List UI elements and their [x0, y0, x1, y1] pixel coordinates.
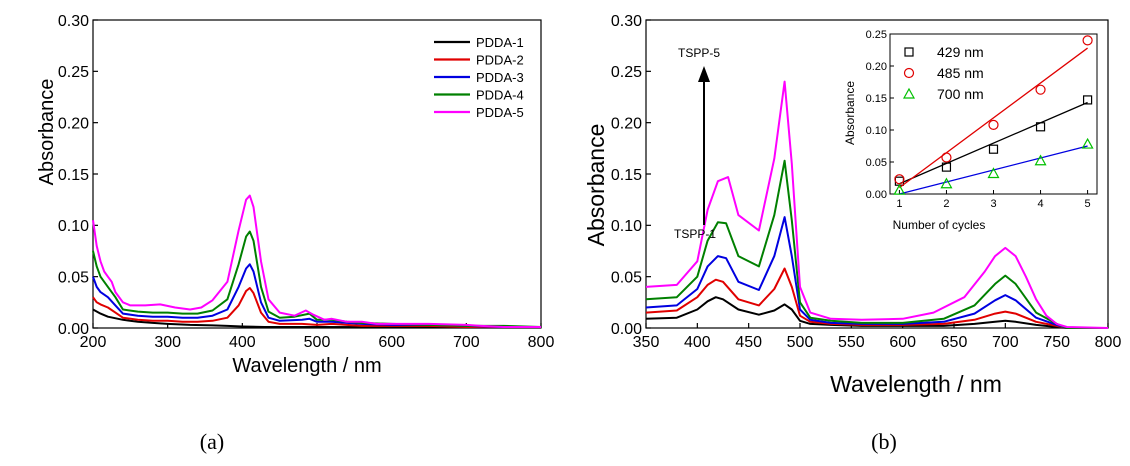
inset-point-485-nm: [941, 152, 952, 163]
inset-ytick-label: 0.05: [866, 157, 887, 169]
panel-a-plot-area: 200 300 400 500 600 700 800 0.00 0.05 0.10 0.15 0.2…: [58, 13, 555, 351]
inset-legend-marker-485-nm: [903, 67, 915, 79]
panel-b-xtick-label: 450: [735, 334, 762, 351]
inset-legend-marker-429-nm: [904, 47, 914, 57]
inset-xtick-label: 5: [1085, 198, 1091, 210]
inset-point-700-nm: [893, 183, 906, 195]
panel-b-xtick-label: 400: [684, 334, 711, 351]
panel-a-xtick-label: 600: [378, 334, 405, 351]
panel-b-xtick-label: 350: [633, 334, 660, 351]
panel-b-ytick-label: 0.00: [611, 321, 642, 338]
annotation-tspp-1: TSPP-1: [674, 227, 716, 241]
inset-point-700-nm: [1034, 154, 1047, 166]
panel-b-xtick-label: 500: [787, 334, 814, 351]
inset-point-700-nm: [987, 167, 1000, 179]
inset-point-485-nm: [894, 174, 905, 185]
annotation-tspp-5: TSPP-5: [678, 46, 720, 60]
panel-b-plot-area: 350 400 450 500 550 600 650 700 750 800 0.00 0.05 0.…: [611, 13, 1122, 351]
panel-a-caption: (a): [200, 429, 224, 454]
inset-ytick-label: 0.00: [866, 189, 887, 201]
panel-a-frame: [92, 19, 542, 329]
inset-xtick-label: 4: [1037, 198, 1043, 210]
panel-b-ytick-label: 0.15: [611, 167, 642, 184]
inset-fit-700-nm: [899, 145, 1088, 195]
panel-a-ytick-label: 0.05: [58, 269, 89, 286]
panel-b-ylabel: Absorbance: [583, 124, 609, 247]
inset-point-429-nm: [1082, 95, 1093, 105]
annotation-arrow: [698, 66, 710, 225]
panel-a-ytick-label: 0.10: [58, 218, 89, 235]
panel-b-ytick-label: 0.10: [611, 218, 642, 235]
inset-ylabel: Absorbance: [843, 81, 857, 145]
inset-legend-label-700-nm: 700 nm: [937, 86, 984, 102]
inset-legend-label-429-nm: 429 nm: [937, 44, 984, 60]
panel-a: 200 300 400 500 600 700 800 0.00 0.05 0.10 0.15 0.2…: [36, 13, 554, 454]
panel-a-xtick-label: 800: [528, 334, 555, 351]
legend-label-pdda-4: PDDA-4: [476, 88, 524, 103]
legend-label-pdda-5: PDDA-5: [476, 105, 524, 120]
panel-a-ytick-label: 0.25: [58, 64, 89, 81]
inset-plot: 1 2 3 4 5 0.00 0.05 0.10 0.15 0.20 0.25 429 nm 485 n…: [866, 29, 1098, 210]
panel-b-xtick-label: 550: [838, 334, 865, 351]
legend-label-pdda-2: PDDA-2: [476, 53, 524, 68]
panel-b-caption: (b): [871, 429, 897, 454]
panel-b-ytick-label: 0.20: [611, 115, 642, 132]
legend-label-pdda-3: PDDA-3: [476, 70, 524, 85]
panel-b-xtick-label: 600: [889, 334, 916, 351]
panel-a-series-1-line: [92, 308, 541, 329]
panel-a-ytick-label: 0.30: [58, 13, 89, 30]
panel-a-series-5-line: [92, 194, 541, 328]
inset-point-485-nm: [1035, 84, 1046, 95]
panel-b-series-1-line: [645, 296, 1108, 329]
inset-point-429-nm: [941, 162, 952, 172]
panel-a-xtick-label: 700: [453, 334, 480, 351]
inset-point-700-nm: [940, 177, 953, 189]
panel-a-series-3-line: [92, 263, 541, 328]
panel-a-ytick-label: 0.15: [58, 167, 89, 184]
inset-xtick-label: 1: [896, 198, 902, 210]
panel-b-series-5-line: [645, 80, 1109, 329]
panel-a-series-2-line: [92, 287, 541, 328]
panel-a-ylabel: Absorbance: [36, 79, 58, 186]
inset-legend-label-485-nm: 485 nm: [937, 65, 984, 81]
inset-point-485-nm: [988, 119, 999, 130]
panel-b-series-4-line: [645, 159, 1108, 329]
inset-point-429-nm: [988, 144, 999, 154]
panel-b-xlabel: Wavelength / nm: [830, 371, 1002, 397]
panel-a-ytick-label: 0.20: [58, 115, 89, 132]
panel-b-xtick-label: 800: [1095, 334, 1122, 351]
panel-b-ytick-label: 0.25: [611, 64, 642, 81]
inset-xtick-label: 2: [943, 198, 949, 210]
inset-legend-marker-700-nm: [902, 87, 916, 99]
arrow-head: [698, 66, 710, 82]
inset-point-485-nm: [1082, 35, 1093, 46]
panel-b-xtick-label: 750: [1043, 334, 1070, 351]
panel-b-ytick-label: 0.30: [611, 13, 642, 30]
inset-point-429-nm: [1035, 122, 1046, 132]
panel-a-xtick-label: 300: [154, 334, 181, 351]
inset-fit-485-nm: [899, 47, 1088, 189]
panel-b-ytick-label: 0.05: [611, 269, 642, 286]
panel-b-xtick-label: 700: [992, 334, 1019, 351]
panel-b: 350 400 450 500 550 600 650 700 750 800 0.00 0.05 0.…: [583, 13, 1121, 454]
inset-ytick-label: 0.10: [866, 125, 887, 137]
inset-xtick-label: 3: [990, 198, 996, 210]
panel-a-series-4-line: [92, 230, 542, 328]
inset-ytick-label: 0.25: [866, 29, 887, 41]
inset-ytick-label: 0.15: [866, 93, 887, 105]
inset-point-700-nm: [1081, 137, 1094, 149]
inset-ytick-label: 0.20: [866, 61, 887, 73]
panel-a-xlabel: Wavelength / nm: [232, 355, 381, 377]
panel-b-series-2-line: [645, 267, 1108, 329]
panel-b-xtick-label: 650: [941, 334, 968, 351]
panel-b-series-3-line: [645, 216, 1108, 329]
inset-xlabel: Number of cycles: [893, 218, 986, 232]
inset-fit-429-nm: [899, 101, 1088, 185]
legend-label-pdda-1: PDDA-1: [476, 35, 524, 50]
panel-a-ytick-label: 0.00: [58, 321, 89, 338]
panel-a-xtick-label: 200: [80, 334, 107, 351]
panel-a-xtick-label: 500: [304, 334, 331, 351]
panel-a-xtick-label: 400: [229, 334, 256, 351]
